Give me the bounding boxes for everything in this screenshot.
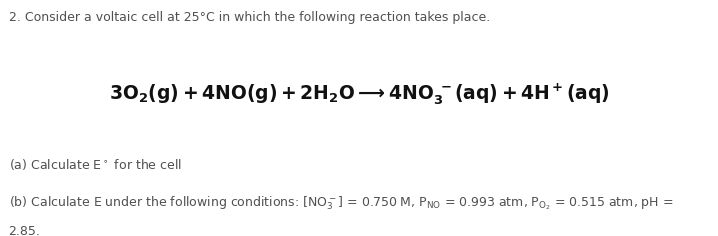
Text: (a) Calculate E$^\circ$ for the cell: (a) Calculate E$^\circ$ for the cell <box>9 157 182 172</box>
Text: $\mathbf{3O_2(g) + 4NO(g) + 2H_2O \longrightarrow 4NO_3^{\ -}(aq) + 4H^+(aq)}$: $\mathbf{3O_2(g) + 4NO(g) + 2H_2O \longr… <box>108 82 610 107</box>
Text: (b) Calculate E under the following conditions: [NO$_3^-$] = 0.750 M, P$_{\mathr: (b) Calculate E under the following cond… <box>9 195 673 212</box>
Text: 2. Consider a voltaic cell at 25°C in which the following reaction takes place.: 2. Consider a voltaic cell at 25°C in wh… <box>9 11 490 24</box>
Text: 2.85.: 2.85. <box>9 225 40 236</box>
